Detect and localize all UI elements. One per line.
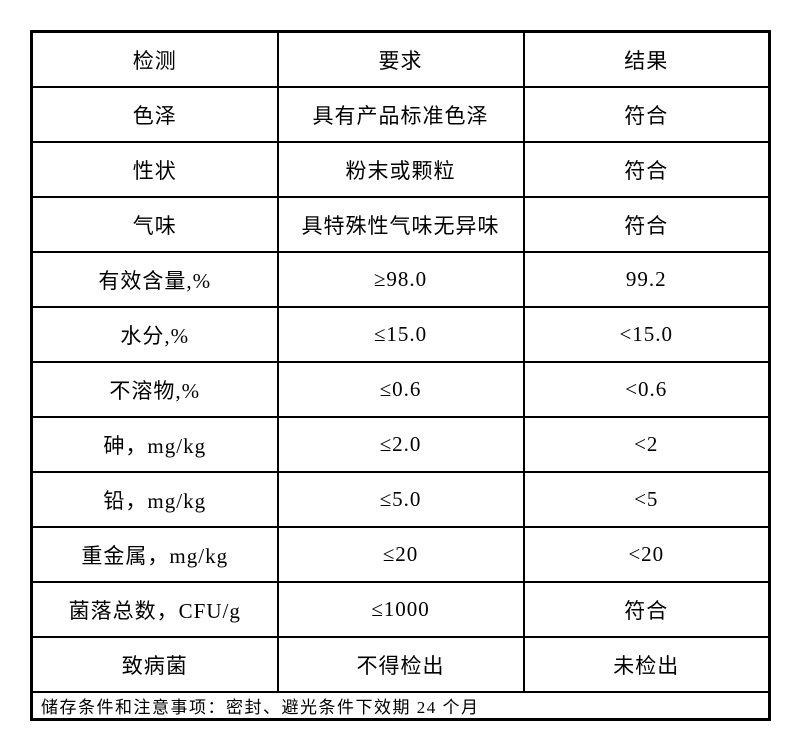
inspection-table: 检测 要求 结果 色泽 具有产品标准色泽 符合 性状 粉末或颗粒 符合 气味 具… bbox=[30, 30, 771, 721]
cell-result: <0.6 bbox=[522, 361, 771, 418]
table-row-insolubles: 不溶物,% ≤0.6 <0.6 bbox=[30, 361, 771, 418]
cell-test: 不溶物,% bbox=[30, 361, 279, 418]
table-footer-row: 储存条件和注意事项：密封、避光条件下效期 24 个月 bbox=[30, 691, 771, 721]
cell-result: 符合 bbox=[522, 141, 771, 198]
cell-requirement: ≤1000 bbox=[276, 581, 525, 638]
header-cell-requirement: 要求 bbox=[276, 30, 525, 88]
cell-requirement: ≤20 bbox=[276, 526, 525, 583]
cell-test: 气味 bbox=[30, 196, 279, 253]
cell-requirement: ≤0.6 bbox=[276, 361, 525, 418]
header-cell-result: 结果 bbox=[522, 30, 771, 88]
cell-requirement: ≥98.0 bbox=[276, 251, 525, 308]
cell-result: 符合 bbox=[522, 86, 771, 143]
cell-requirement: ≤5.0 bbox=[276, 471, 525, 528]
cell-result: 符合 bbox=[522, 196, 771, 253]
table-body: 色泽 具有产品标准色泽 符合 性状 粉末或颗粒 符合 气味 具特殊性气味无异味 … bbox=[30, 86, 771, 721]
cell-result: 符合 bbox=[522, 581, 771, 638]
cell-result: 未检出 bbox=[522, 636, 771, 693]
table-row-appearance: 性状 粉末或颗粒 符合 bbox=[30, 141, 771, 198]
cell-test: 有效含量,% bbox=[30, 251, 279, 308]
table-row-assay: 有效含量,% ≥98.0 99.2 bbox=[30, 251, 771, 308]
cell-requirement: 具特殊性气味无异味 bbox=[276, 196, 525, 253]
table-row-color: 色泽 具有产品标准色泽 符合 bbox=[30, 86, 771, 143]
cell-result: <5 bbox=[522, 471, 771, 528]
cell-test: 菌落总数，CFU/g bbox=[30, 581, 279, 638]
table-row-lead: 铅，mg/kg ≤5.0 <5 bbox=[30, 471, 771, 528]
table-row-moisture: 水分,% ≤15.0 <15.0 bbox=[30, 306, 771, 363]
table-row-odor: 气味 具特殊性气味无异味 符合 bbox=[30, 196, 771, 253]
cell-requirement: 不得检出 bbox=[276, 636, 525, 693]
cell-requirement: ≤15.0 bbox=[276, 306, 525, 363]
table-header-row: 检测 要求 结果 bbox=[30, 30, 771, 88]
cell-test: 重金属，mg/kg bbox=[30, 526, 279, 583]
cell-test: 铅，mg/kg bbox=[30, 471, 279, 528]
cell-test: 致病菌 bbox=[30, 636, 279, 693]
table-row-arsenic: 砷，mg/kg ≤2.0 <2 bbox=[30, 416, 771, 473]
table-row-heavy-metals: 重金属，mg/kg ≤20 <20 bbox=[30, 526, 771, 583]
cell-result: <20 bbox=[522, 526, 771, 583]
cell-result: 99.2 bbox=[522, 251, 771, 308]
storage-conditions-note: 储存条件和注意事项：密封、避光条件下效期 24 个月 bbox=[30, 691, 771, 721]
cell-requirement: ≤2.0 bbox=[276, 416, 525, 473]
cell-test: 砷，mg/kg bbox=[30, 416, 279, 473]
cell-result: <15.0 bbox=[522, 306, 771, 363]
table-row-pathogens: 致病菌 不得检出 未检出 bbox=[30, 636, 771, 693]
cell-test: 水分,% bbox=[30, 306, 279, 363]
cell-test: 色泽 bbox=[30, 86, 279, 143]
table-row-total-plate-count: 菌落总数，CFU/g ≤1000 符合 bbox=[30, 581, 771, 638]
cell-test: 性状 bbox=[30, 141, 279, 198]
cell-result: <2 bbox=[522, 416, 771, 473]
cell-requirement: 具有产品标准色泽 bbox=[276, 86, 525, 143]
header-cell-test: 检测 bbox=[30, 30, 279, 88]
cell-requirement: 粉末或颗粒 bbox=[276, 141, 525, 198]
